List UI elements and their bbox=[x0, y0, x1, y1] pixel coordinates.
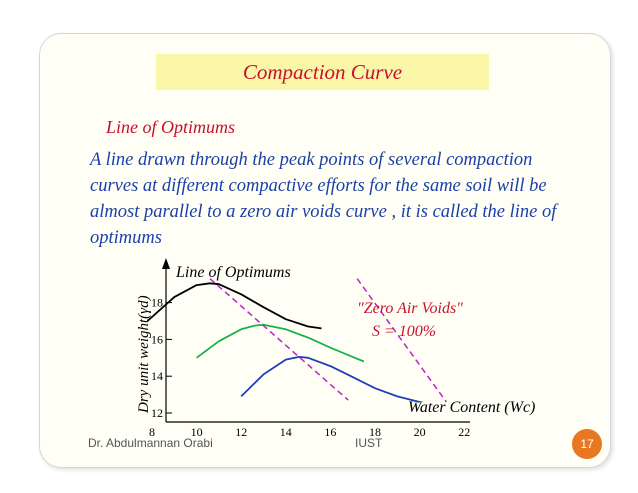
y-tick-label: 16 bbox=[151, 332, 163, 346]
optimum-dashed-line-4 bbox=[356, 278, 448, 403]
page-number-badge: 17 bbox=[572, 429, 602, 459]
x-ticks: 8 10 12 14 16 18 20 22 bbox=[149, 425, 470, 439]
slide-frame bbox=[39, 33, 611, 468]
y-tick-label: 18 bbox=[151, 296, 163, 310]
optimum-dashed-line-3 bbox=[209, 278, 349, 401]
x-tick-label: 12 bbox=[235, 425, 247, 439]
annotation-saturation: S = 100% bbox=[372, 323, 436, 340]
x-tick-label: 18 bbox=[369, 425, 381, 439]
x-tick-label: 16 bbox=[324, 425, 336, 439]
x-tick-label: 10 bbox=[191, 425, 203, 439]
footer-institution: IUST bbox=[355, 436, 383, 450]
footer-author: Dr. Abdulmannan Orabi bbox=[88, 436, 213, 450]
y-tick-label: 14 bbox=[151, 369, 163, 383]
x-tick-label: 20 bbox=[414, 425, 426, 439]
annotation-line-of-optimums: Line of Optimums bbox=[175, 264, 291, 281]
x-tick-label: 22 bbox=[458, 425, 470, 439]
y-axis-arrow bbox=[162, 258, 170, 269]
x-axis-label: Water Content (Wc) bbox=[408, 399, 535, 416]
subheading: Line of Optimums bbox=[106, 117, 236, 137]
body-paragraph: A line drawn through the peak points of … bbox=[90, 150, 557, 248]
compaction-curve-1 bbox=[196, 323, 365, 363]
y-ticks: 12 14 16 18 bbox=[151, 296, 172, 420]
compaction-curve-2 bbox=[240, 356, 420, 403]
slide-title: Compaction Curve bbox=[156, 54, 489, 90]
annotation-zav: "Zero Air Voids" bbox=[357, 300, 463, 317]
compaction-curve-0 bbox=[146, 282, 322, 330]
chart-lines bbox=[146, 278, 448, 403]
x-tick-label: 8 bbox=[149, 425, 155, 439]
y-tick-label: 12 bbox=[151, 406, 163, 420]
x-tick-label: 14 bbox=[280, 425, 292, 439]
y-axis-label: Dry unit weight(γd) bbox=[136, 295, 152, 414]
